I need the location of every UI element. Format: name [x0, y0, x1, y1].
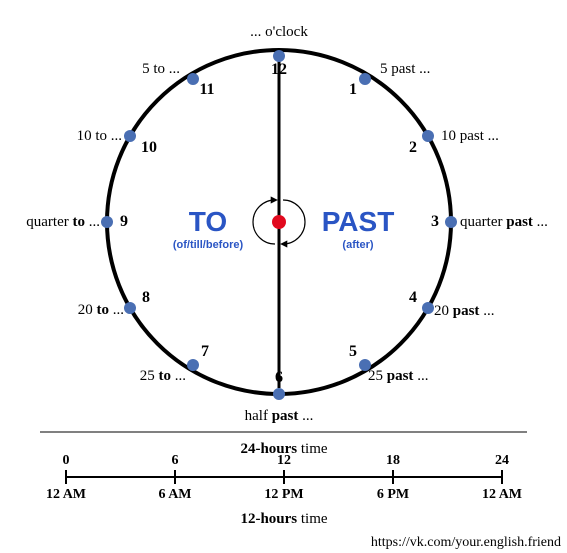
past-sublabel: (after) [342, 239, 373, 251]
to-sublabel: (of/till/before) [173, 239, 243, 251]
hour-label: 20 to ... [78, 302, 124, 319]
hour-number: 11 [199, 81, 214, 99]
to-label: TO [189, 206, 227, 238]
hour-number: 2 [409, 139, 417, 157]
hour-number: 7 [201, 343, 209, 361]
tick-top: 0 [63, 453, 70, 469]
hour-label: 25 past ... [368, 368, 428, 385]
hour-label: 20 past ... [434, 303, 494, 320]
diagram-svg [0, 0, 567, 553]
hour-number: 10 [141, 139, 157, 157]
hour-label: 10 past ... [441, 128, 499, 145]
hour-dot-1 [359, 73, 371, 85]
past-label: PAST [322, 206, 395, 238]
hour-number: 4 [409, 289, 417, 307]
hour-number: 9 [120, 213, 128, 231]
tick-bottom: 12 AM [482, 487, 522, 503]
tick-top: 6 [172, 453, 179, 469]
hour-dot-4 [422, 302, 434, 314]
hour-number: 3 [431, 213, 439, 231]
hour-label: quarter past ... [460, 214, 548, 231]
hour-dot-11 [187, 73, 199, 85]
hour-number: 1 [349, 81, 357, 99]
hour-dot-8 [124, 302, 136, 314]
tick-bottom: 12 PM [264, 487, 303, 503]
hour-dot-3 [445, 216, 457, 228]
hour-number: 8 [142, 289, 150, 307]
hour-dot-2 [422, 130, 434, 142]
timeline-title-bottom: 12-hours time [240, 511, 327, 528]
tick-bottom: 6 AM [158, 487, 191, 503]
credit-link: https://vk.com/your.english.friend [371, 535, 561, 551]
tick-top: 24 [495, 453, 509, 469]
hour-label: 5 to ... [142, 61, 180, 78]
hour-number: 5 [349, 343, 357, 361]
tick-top: 18 [386, 453, 400, 469]
hour-label: quarter to ... [26, 214, 100, 231]
tick-bottom: 12 AM [46, 487, 86, 503]
hour-label: half past ... [245, 408, 314, 425]
hour-number: 6 [275, 369, 283, 387]
hour-label: 5 past ... [380, 61, 430, 78]
tick-top: 12 [277, 453, 291, 469]
hour-dot-9 [101, 216, 113, 228]
stage: 12 ... o'clock 1 5 past ... 2 10 past ... 3 qua… [0, 0, 567, 553]
hour-label: 25 to ... [140, 368, 186, 385]
hour-dot-10 [124, 130, 136, 142]
arrow-past [283, 200, 305, 244]
hour-label: 10 to ... [77, 128, 122, 145]
tick-bottom: 6 PM [377, 487, 409, 503]
hour-dot-7 [187, 359, 199, 371]
hour-dot-6 [273, 388, 285, 400]
hour-label: ... o'clock [250, 24, 308, 41]
hour-number: 12 [271, 61, 287, 79]
center-dot [272, 215, 286, 229]
